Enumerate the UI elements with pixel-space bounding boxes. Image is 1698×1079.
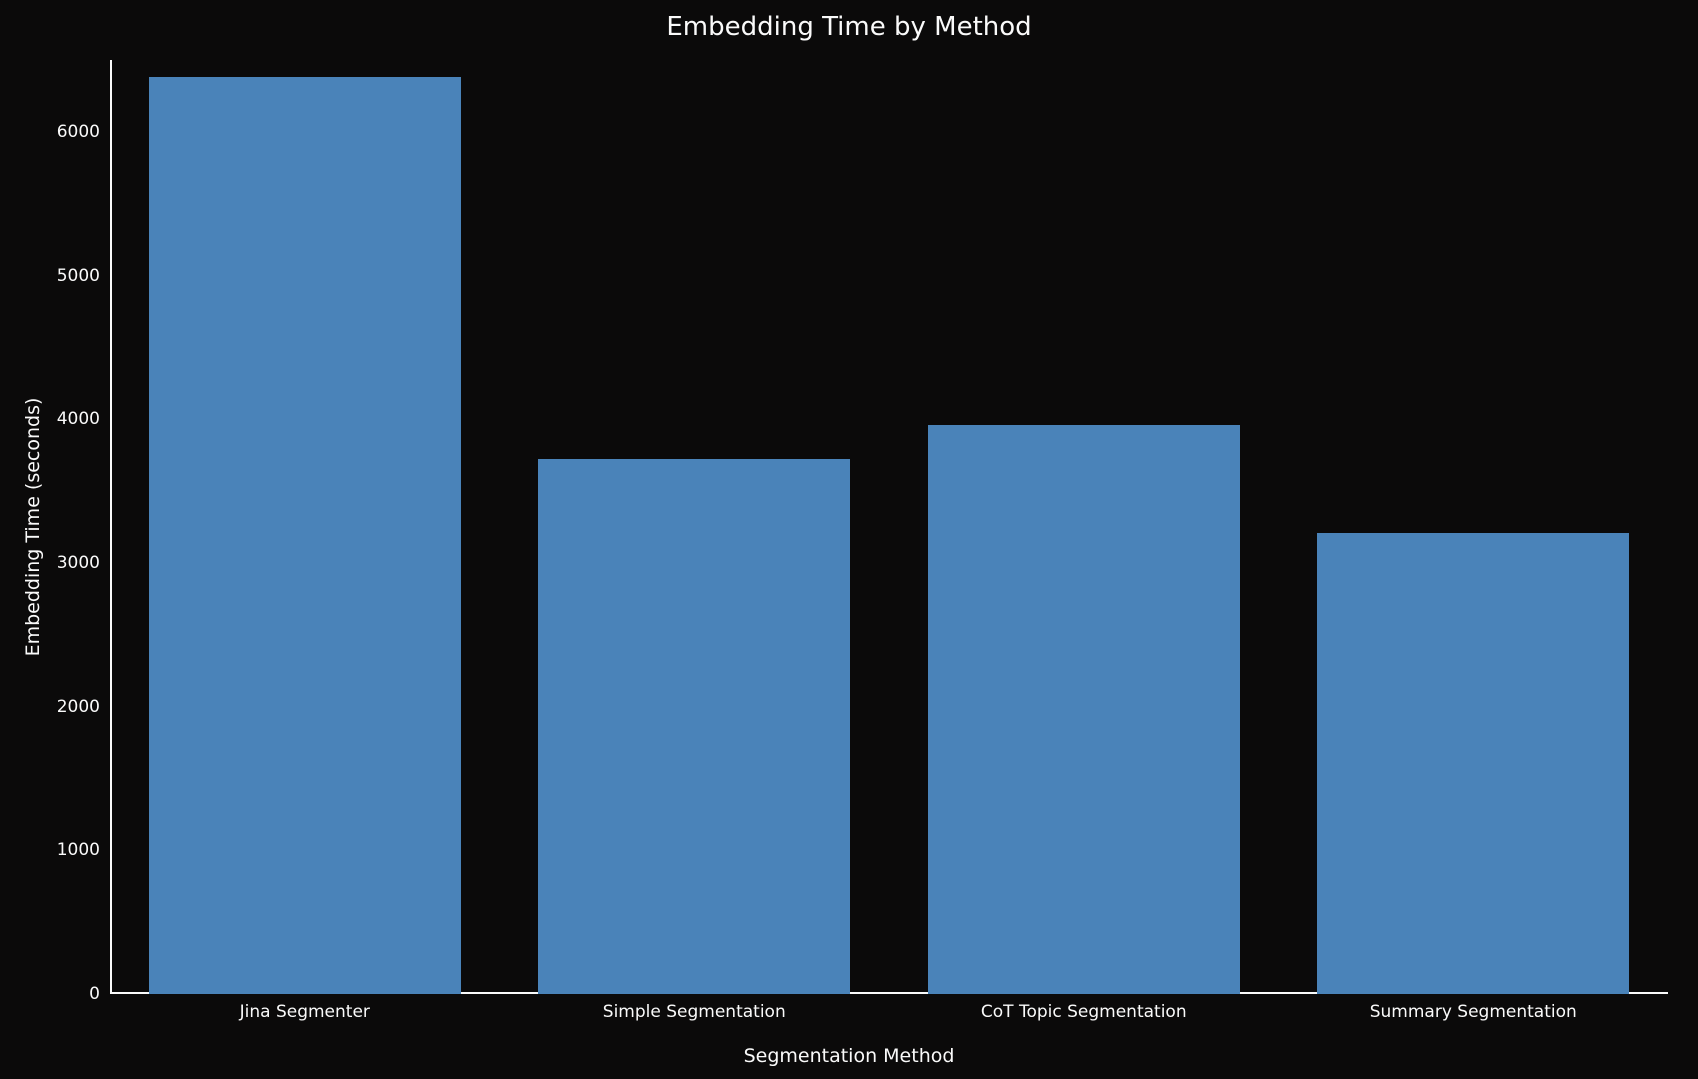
x-tick-label: Jina Segmenter: [240, 994, 370, 1022]
y-tick-label: 6000: [57, 122, 110, 142]
x-tick-label: Summary Segmentation: [1370, 994, 1577, 1022]
y-tick-label: 2000: [57, 697, 110, 717]
bar-chart: Embedding Time by Method Embedding Time …: [0, 0, 1698, 1079]
y-tick-label: 4000: [57, 409, 110, 429]
x-tick-label: CoT Topic Segmentation: [981, 994, 1187, 1022]
bar: [538, 459, 850, 994]
x-axis-label: Segmentation Method: [744, 1045, 955, 1067]
y-tick-label: 3000: [57, 553, 110, 573]
bar: [1317, 533, 1629, 994]
y-axis-label: Embedding Time (seconds): [22, 398, 44, 657]
plot-area: 0100020003000400050006000Jina SegmenterS…: [110, 60, 1668, 994]
y-tick-label: 1000: [57, 840, 110, 860]
chart-title: Embedding Time by Method: [666, 12, 1031, 42]
y-tick-label: 0: [89, 984, 110, 1004]
bar: [149, 77, 461, 994]
y-tick-label: 5000: [57, 266, 110, 286]
bar: [928, 425, 1240, 994]
y-axis-spine: [110, 60, 112, 994]
x-tick-label: Simple Segmentation: [603, 994, 786, 1022]
